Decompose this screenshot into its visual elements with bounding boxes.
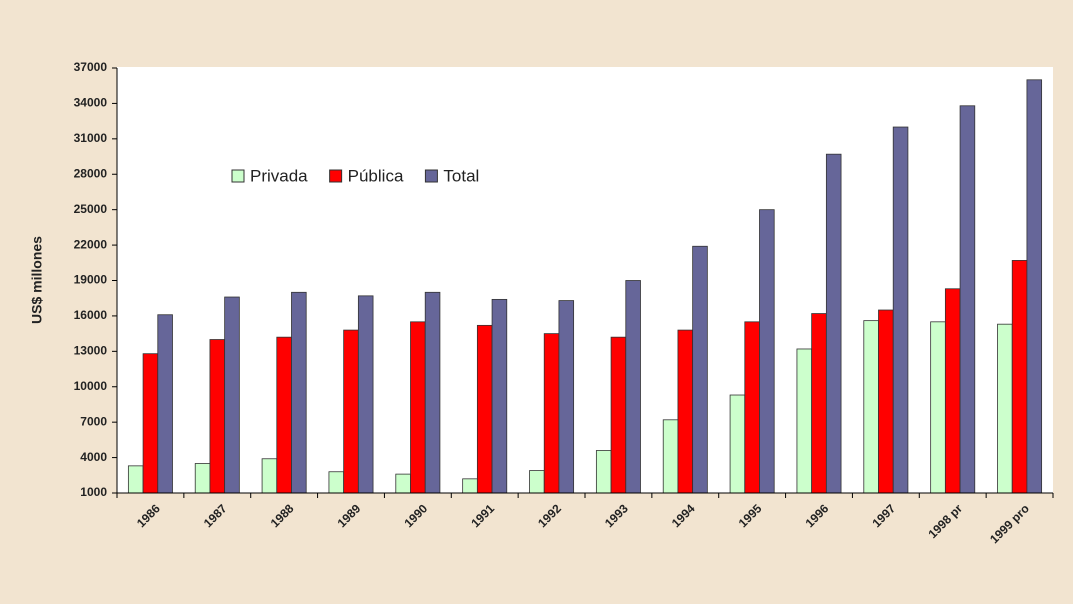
bar bbox=[142, 353, 159, 494]
y-tick-label: 7000 bbox=[80, 414, 107, 428]
bar bbox=[410, 321, 426, 494]
bar bbox=[662, 419, 679, 494]
bar bbox=[892, 126, 909, 494]
y-tick-label: 1000 bbox=[80, 485, 107, 499]
bar bbox=[395, 473, 411, 494]
bar bbox=[476, 324, 493, 494]
bar bbox=[625, 280, 641, 494]
bar bbox=[343, 329, 359, 494]
bar bbox=[209, 339, 226, 494]
y-tick-label: 19000 bbox=[74, 273, 108, 287]
legend-swatch bbox=[329, 169, 343, 183]
bar bbox=[357, 295, 374, 494]
bar bbox=[127, 465, 144, 494]
bar bbox=[276, 336, 292, 494]
y-tick-label: 10000 bbox=[74, 379, 108, 393]
legend-label: Privada bbox=[250, 166, 308, 185]
bar bbox=[194, 463, 211, 494]
bar bbox=[1011, 260, 1028, 494]
bar bbox=[878, 309, 894, 494]
bar bbox=[224, 296, 240, 494]
plot-area bbox=[117, 67, 1053, 493]
bar bbox=[424, 291, 441, 494]
bar bbox=[759, 209, 775, 494]
legend-swatch bbox=[424, 169, 438, 183]
bar bbox=[261, 458, 278, 494]
y-tick-label: 34000 bbox=[74, 96, 108, 110]
y-tick-label: 28000 bbox=[74, 166, 108, 180]
bar bbox=[529, 470, 545, 494]
bar bbox=[328, 471, 345, 494]
bar bbox=[825, 153, 842, 494]
bar bbox=[959, 105, 976, 494]
y-tick-label: 25000 bbox=[74, 202, 108, 216]
bar bbox=[543, 333, 560, 494]
bar bbox=[491, 298, 508, 494]
legend: Privada Pública Total bbox=[231, 166, 479, 185]
bar bbox=[692, 245, 708, 494]
bar bbox=[811, 313, 827, 494]
bar bbox=[157, 314, 173, 494]
legend-swatch bbox=[231, 169, 245, 183]
y-tick-label: 4000 bbox=[80, 450, 107, 464]
bar bbox=[291, 291, 307, 494]
bar bbox=[558, 300, 575, 494]
bar bbox=[930, 321, 946, 494]
legend-label: Total bbox=[443, 166, 479, 185]
y-tick-label: 37000 bbox=[74, 60, 108, 74]
bar bbox=[1026, 79, 1043, 494]
bar bbox=[595, 450, 612, 494]
bar bbox=[462, 478, 478, 494]
bar bbox=[677, 329, 694, 494]
y-tick-label: 16000 bbox=[74, 308, 108, 322]
bar bbox=[729, 394, 746, 494]
bar bbox=[744, 321, 760, 494]
bar bbox=[863, 320, 879, 494]
bar bbox=[997, 323, 1013, 494]
legend-label: Pública bbox=[348, 166, 404, 185]
y-tick-label: 22000 bbox=[74, 237, 108, 251]
bar bbox=[796, 348, 813, 494]
y-tick-label: 31000 bbox=[74, 131, 108, 145]
y-tick-label: 13000 bbox=[74, 344, 108, 358]
y-axis-label: US$ millones bbox=[29, 236, 45, 324]
bar bbox=[610, 336, 627, 494]
bar bbox=[944, 288, 961, 494]
